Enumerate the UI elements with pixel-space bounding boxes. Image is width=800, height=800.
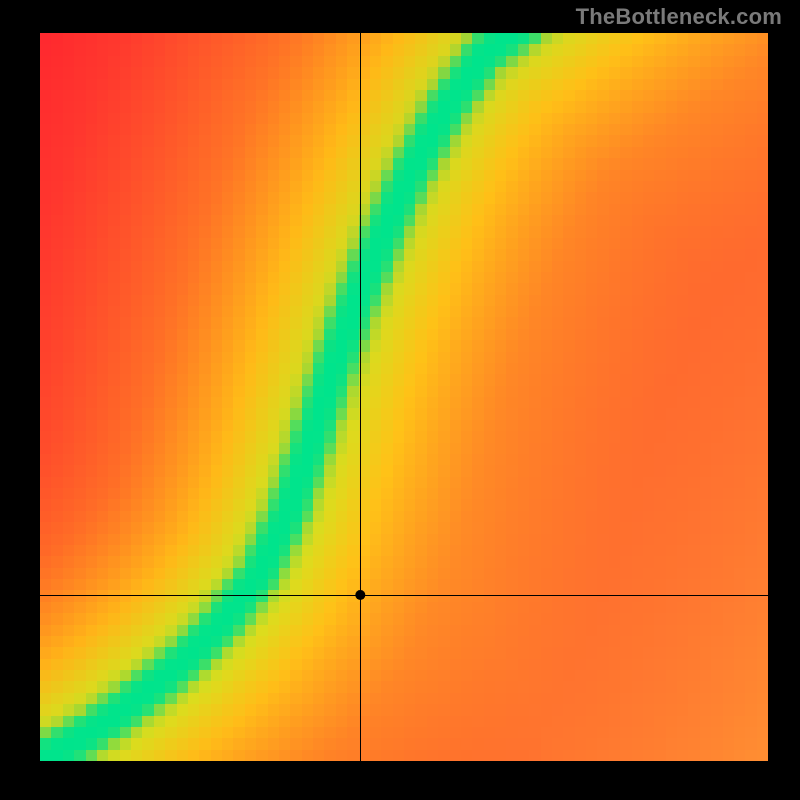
heatmap-canvas bbox=[40, 33, 768, 761]
watermark-text: TheBottleneck.com bbox=[576, 4, 782, 30]
heatmap-plot bbox=[40, 33, 768, 761]
